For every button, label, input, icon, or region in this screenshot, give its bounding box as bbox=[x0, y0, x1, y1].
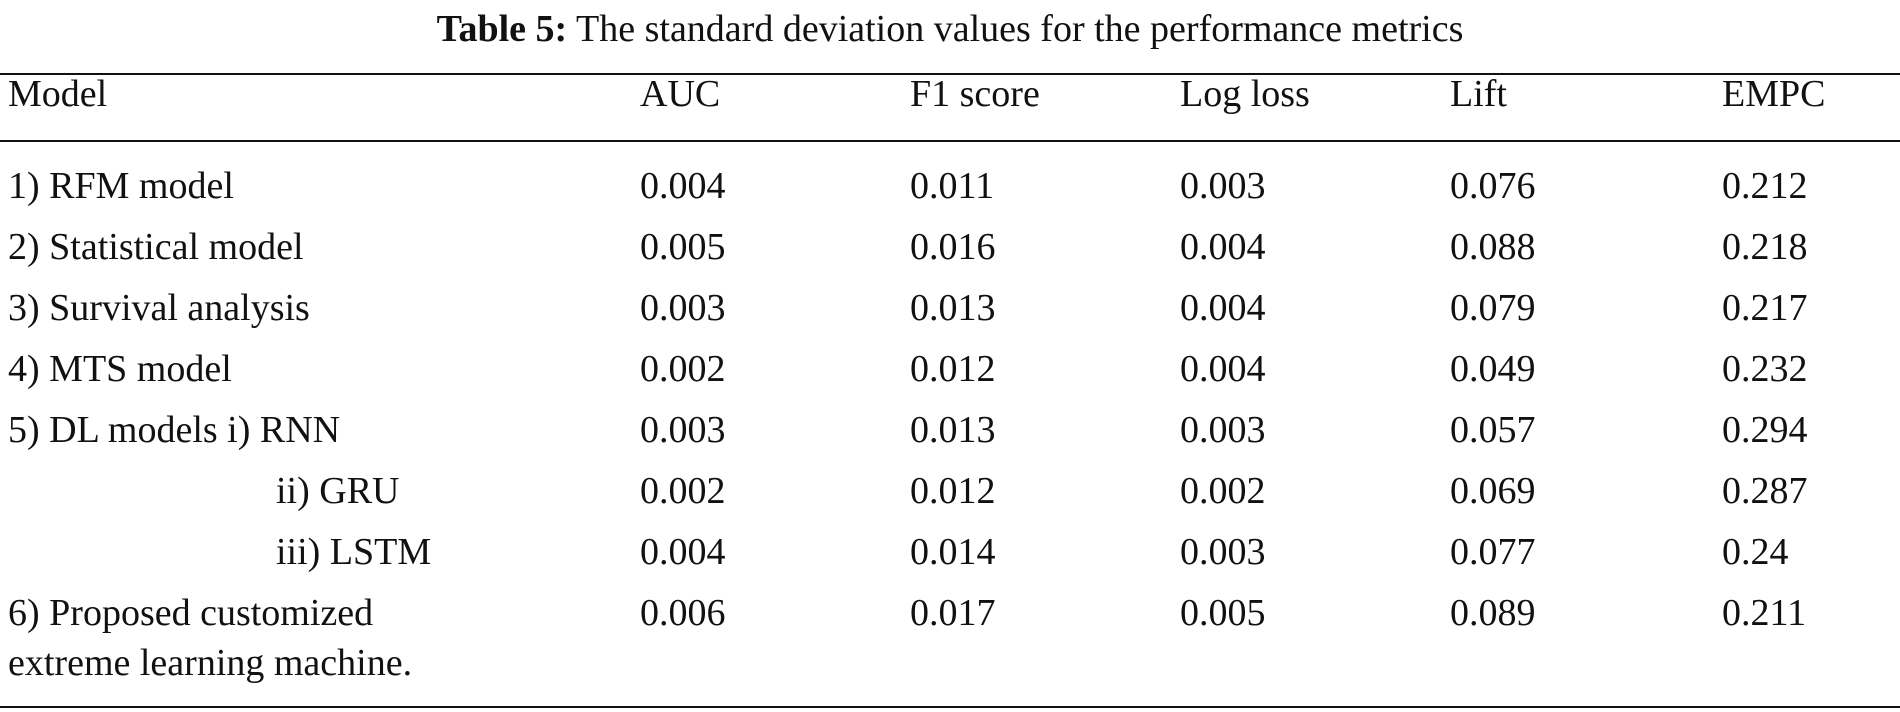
cell-log-loss: 0.003 bbox=[1180, 531, 1266, 573]
cell-model: 5) DL models i) RNN bbox=[8, 409, 341, 451]
table-caption-label: Table 5: bbox=[436, 8, 568, 50]
cell-empc: 0.212 bbox=[1722, 165, 1808, 207]
cell-lift: 0.076 bbox=[1450, 165, 1536, 207]
cell-model: 4) MTS model bbox=[8, 348, 232, 390]
cell-f1-score: 0.016 bbox=[910, 226, 996, 268]
cell-model: ii) GRU bbox=[276, 470, 400, 512]
cell-empc: 0.217 bbox=[1722, 287, 1808, 329]
cell-model: 2) Statistical model bbox=[8, 226, 304, 268]
cell-model-line-2: extreme learning machine. bbox=[8, 642, 413, 684]
cell-lift: 0.049 bbox=[1450, 348, 1536, 390]
cell-f1-score: 0.013 bbox=[910, 287, 996, 329]
cell-model: 6) Proposed customized extreme learning … bbox=[8, 588, 412, 688]
cell-empc: 0.24 bbox=[1722, 531, 1789, 573]
header-lift: Lift bbox=[1450, 73, 1507, 115]
cell-lift: 0.069 bbox=[1450, 470, 1536, 512]
cell-log-loss: 0.005 bbox=[1180, 592, 1266, 634]
cell-lift: 0.089 bbox=[1450, 592, 1536, 634]
cell-auc: 0.003 bbox=[640, 409, 726, 451]
cell-f1-score: 0.012 bbox=[910, 348, 996, 390]
table-header-rule bbox=[0, 140, 1900, 142]
cell-auc: 0.002 bbox=[640, 470, 726, 512]
cell-lift: 0.079 bbox=[1450, 287, 1536, 329]
cell-log-loss: 0.004 bbox=[1180, 348, 1266, 390]
cell-empc: 0.211 bbox=[1722, 592, 1807, 634]
cell-f1-score: 0.012 bbox=[910, 470, 996, 512]
cell-empc: 0.218 bbox=[1722, 226, 1808, 268]
cell-auc: 0.005 bbox=[640, 226, 726, 268]
cell-f1-score: 0.011 bbox=[910, 165, 995, 207]
header-f1-score: F1 score bbox=[910, 73, 1040, 115]
cell-log-loss: 0.004 bbox=[1180, 287, 1266, 329]
cell-auc: 0.003 bbox=[640, 287, 726, 329]
cell-log-loss: 0.004 bbox=[1180, 226, 1266, 268]
table-caption-text: The standard deviation values for the pe… bbox=[576, 8, 1464, 50]
header-empc: EMPC bbox=[1722, 73, 1826, 115]
cell-auc: 0.006 bbox=[640, 592, 726, 634]
cell-lift: 0.077 bbox=[1450, 531, 1536, 573]
cell-auc: 0.004 bbox=[640, 531, 726, 573]
cell-auc: 0.004 bbox=[640, 165, 726, 207]
cell-f1-score: 0.013 bbox=[910, 409, 996, 451]
table-bottom-rule bbox=[0, 706, 1900, 708]
cell-empc: 0.294 bbox=[1722, 409, 1808, 451]
cell-model: 3) Survival analysis bbox=[8, 287, 310, 329]
cell-f1-score: 0.014 bbox=[910, 531, 996, 573]
header-auc: AUC bbox=[640, 73, 721, 115]
cell-log-loss: 0.002 bbox=[1180, 470, 1266, 512]
cell-model-line-1: 6) Proposed customized bbox=[8, 592, 374, 634]
table-caption: Table 5: The standard deviation values f… bbox=[0, 0, 1900, 64]
header-model: Model bbox=[8, 73, 108, 115]
cell-log-loss: 0.003 bbox=[1180, 165, 1266, 207]
cell-empc: 0.287 bbox=[1722, 470, 1808, 512]
cell-log-loss: 0.003 bbox=[1180, 409, 1266, 451]
cell-model: iii) LSTM bbox=[276, 531, 432, 573]
table-top-rule bbox=[0, 73, 1900, 75]
cell-model: 1) RFM model bbox=[8, 165, 234, 207]
cell-lift: 0.088 bbox=[1450, 226, 1536, 268]
cell-empc: 0.232 bbox=[1722, 348, 1808, 390]
cell-f1-score: 0.017 bbox=[910, 592, 996, 634]
cell-lift: 0.057 bbox=[1450, 409, 1536, 451]
header-log-loss: Log loss bbox=[1180, 73, 1310, 115]
cell-auc: 0.002 bbox=[640, 348, 726, 390]
